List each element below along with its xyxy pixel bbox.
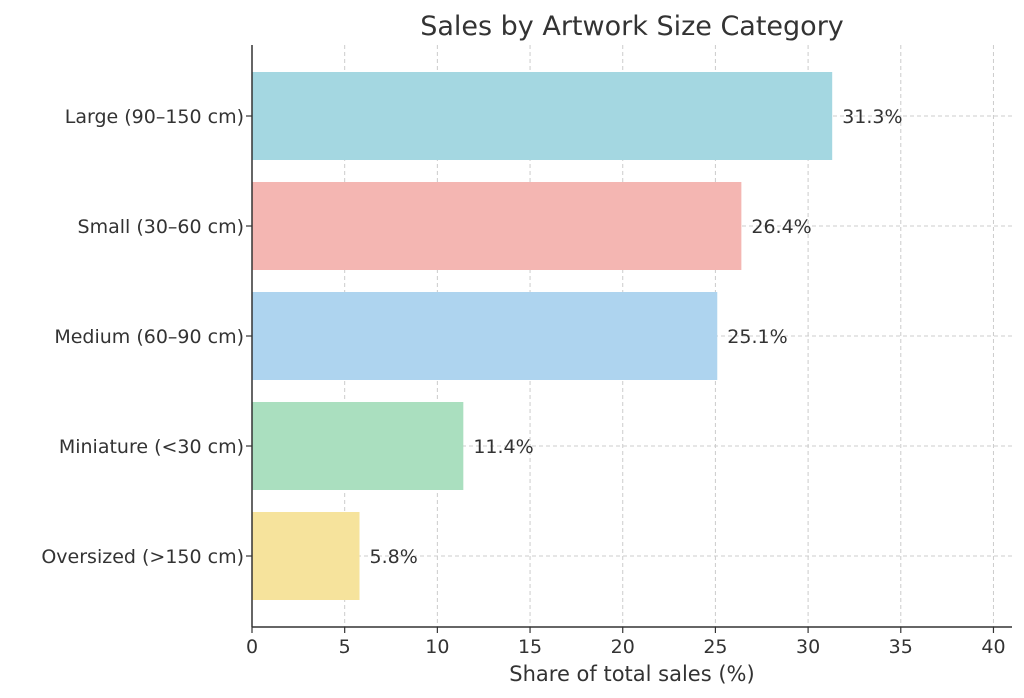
y-category-label: Small (30–60 cm) (78, 216, 244, 238)
data-label: 25.1% (727, 326, 787, 348)
y-category-label: Oversized (>150 cm) (41, 546, 244, 568)
x-axis-label: Share of total sales (%) (509, 662, 754, 686)
bar (252, 182, 742, 270)
x-tick-label: 35 (889, 636, 913, 658)
x-tick-label: 20 (611, 636, 635, 658)
data-label: 26.4% (751, 216, 811, 238)
y-category-label: Large (90–150 cm) (65, 106, 244, 128)
data-label: 5.8% (370, 546, 418, 568)
bar (252, 402, 464, 490)
x-tick-label: 25 (703, 636, 727, 658)
x-tick-label: 30 (796, 636, 820, 658)
data-labels: 31.3% 26.4% 25.1% 11.4% 5.8% (370, 106, 903, 568)
y-axis-labels: Large (90–150 cm) Small (30–60 cm) Medium … (41, 106, 252, 568)
x-tick-label: 15 (518, 636, 542, 658)
x-tick-label: 5 (339, 636, 351, 658)
x-tick-label: 0 (246, 636, 258, 658)
bar (252, 512, 360, 600)
y-category-label: Medium (60–90 cm) (54, 326, 244, 348)
data-label: 31.3% (842, 106, 902, 128)
data-label: 11.4% (473, 436, 533, 458)
chart-title: Sales by Artwork Size Category (420, 11, 844, 42)
x-axis-ticks: 0 5 10 15 20 25 30 35 40 (246, 627, 1006, 658)
bars (252, 72, 833, 600)
bar (252, 292, 718, 380)
x-tick-label: 10 (425, 636, 449, 658)
y-category-label: Miniature (<30 cm) (59, 436, 244, 458)
x-tick-label: 40 (981, 636, 1005, 658)
bar (252, 72, 833, 160)
